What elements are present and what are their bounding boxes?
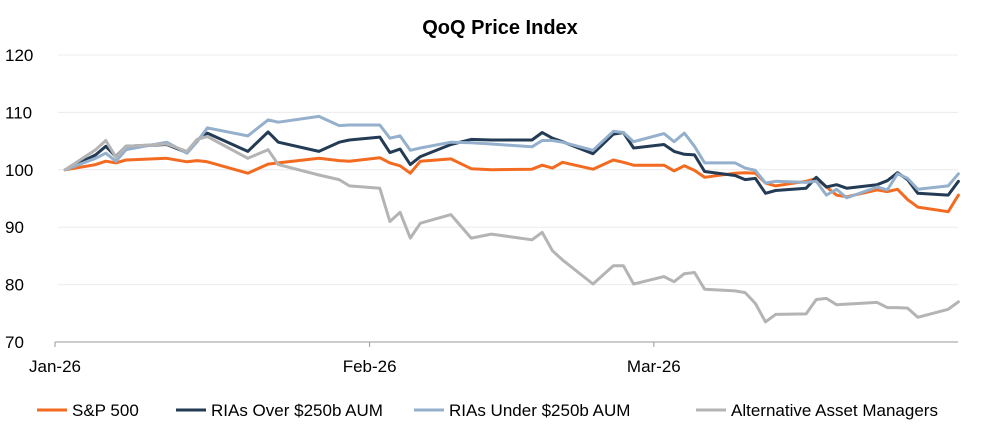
legend-label: S&P 500 (72, 401, 139, 420)
y-tick-label: 110 (5, 103, 32, 122)
y-tick-label: 120 (5, 46, 33, 65)
x-tick-label: Feb-26 (343, 357, 397, 376)
legend-item: Alternative Asset Managers (696, 401, 938, 420)
series-line (63, 135, 960, 324)
legend-label: Alternative Asset Managers (731, 401, 938, 420)
legend-label: RIAs Under $250b AUM (449, 401, 630, 420)
y-tick-label: 70 (5, 333, 24, 352)
x-axis: Jan-26 Feb-26 Mar-26 (29, 341, 958, 376)
legend-item: RIAs Over $250b AUM (176, 401, 383, 420)
legend-label: RIAs Over $250b AUM (211, 401, 383, 420)
series-lines (63, 114, 960, 324)
x-tick-label: Mar-26 (627, 357, 681, 376)
y-tick-label: 90 (5, 218, 24, 237)
chart-title: QoQ Price Index (422, 17, 578, 39)
legend: S&P 500 RIAs Over $250b AUM RIAs Under $25… (37, 401, 938, 420)
legend-item: RIAs Under $250b AUM (414, 401, 630, 420)
series-line (63, 114, 960, 200)
series-line (63, 156, 960, 214)
y-tick-label: 80 (5, 276, 24, 295)
x-tick-label: Jan-26 (29, 357, 81, 376)
y-axis: 70 80 90 100 110 120 (5, 46, 33, 352)
legend-item: S&P 500 (37, 401, 139, 420)
y-tick-label: 100 (5, 161, 33, 180)
